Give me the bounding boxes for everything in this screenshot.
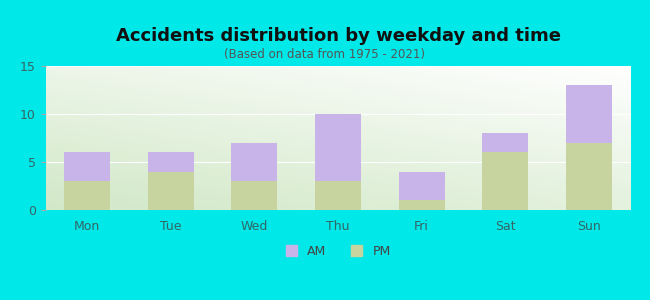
Bar: [64, 181, 111, 210]
Bar: [566, 143, 612, 210]
Bar: [315, 181, 361, 210]
Bar: [64, 152, 111, 181]
Bar: [566, 85, 612, 143]
Bar: [398, 172, 445, 200]
Bar: [231, 181, 278, 210]
Bar: [148, 152, 194, 172]
Title: Accidents distribution by weekday and time: Accidents distribution by weekday and ti…: [116, 27, 560, 45]
Bar: [148, 172, 194, 210]
Bar: [231, 143, 278, 181]
Text: (Based on data from 1975 - 2021): (Based on data from 1975 - 2021): [224, 48, 426, 61]
Legend: AM, PM: AM, PM: [280, 239, 396, 264]
Bar: [482, 152, 528, 210]
Bar: [482, 133, 528, 152]
Bar: [315, 114, 361, 181]
Bar: [398, 200, 445, 210]
